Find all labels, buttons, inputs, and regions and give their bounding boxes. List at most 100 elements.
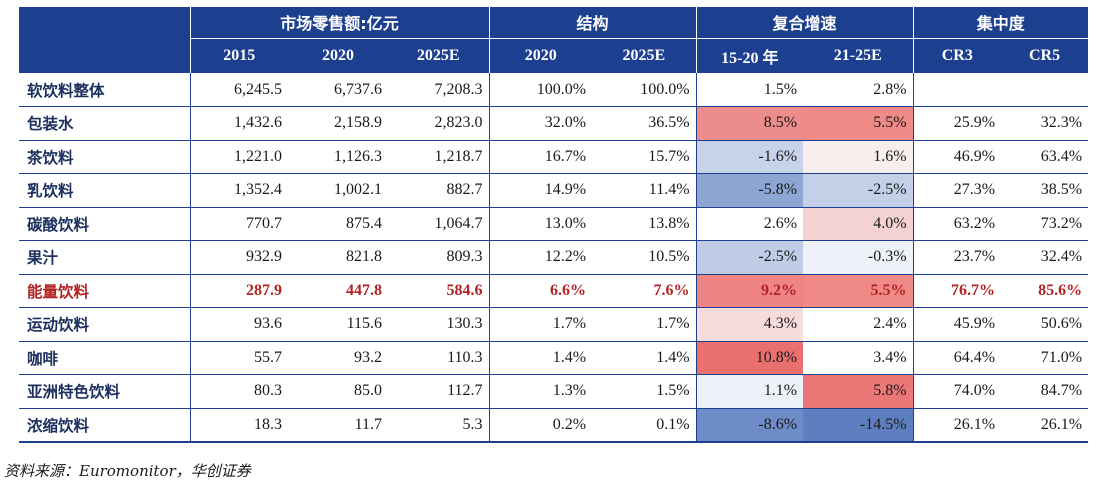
cell-structure-2020: 14.9% — [488, 173, 593, 208]
cell-structure-2020: 1.4% — [488, 341, 593, 375]
cell-cagr-15-20: 1.1% — [695, 374, 804, 409]
cell-retail-2025e: 110.3 — [388, 341, 490, 375]
source-note: 资料来源：Euromonitor，华创证券 — [4, 462, 251, 480]
cell-cagr-15-20: 4.3% — [695, 307, 804, 342]
cell-cagr-21-25: -14.5% — [803, 408, 914, 443]
header-sub-cr5: CR5 — [1001, 38, 1089, 73]
table-row: 浓缩饮料 18.3 11.7 5.3 0.2% 0.1% -8.6% -14.5% 26.1% 2… — [19, 408, 1089, 443]
cell-cagr-15-20: 8.5% — [695, 106, 804, 141]
cell-cagr-21-25: 5.8% — [803, 374, 914, 409]
header-structure: 结构 — [488, 7, 697, 39]
cell-cr3: 26.1% — [912, 408, 1002, 443]
header-sub-struct-2020: 2020 — [488, 38, 593, 73]
header-concentration: 集中度 — [912, 7, 1089, 39]
cell-retail-2020: 93.2 — [288, 341, 388, 375]
table-row: 运动饮料 93.6 115.6 130.3 1.7% 1.7% 4.3% 2.4% 45.9% 5… — [19, 307, 1089, 342]
row-name: 浓缩饮料 — [19, 408, 190, 443]
cell-structure-2020: 16.7% — [488, 140, 593, 174]
cell-structure-2020: 1.7% — [488, 307, 593, 342]
cell-structure-2020: 6.6% — [488, 274, 593, 308]
row-name: 茶饮料 — [19, 140, 190, 174]
table-row: 碳酸饮料 770.7 875.4 1,064.7 13.0% 13.8% 2.6% 4.0% 6… — [19, 207, 1089, 241]
cell-structure-2025e: 1.4% — [592, 341, 697, 375]
cell-retail-2020: 11.7 — [288, 408, 388, 443]
row-name: 咖啡 — [19, 341, 190, 375]
row-name: 软饮料整体 — [19, 73, 190, 107]
header-sub-2020: 2020 — [288, 38, 388, 73]
cell-cagr-21-25: 3.4% — [803, 341, 914, 375]
cell-retail-2020: 6,737.6 — [288, 73, 388, 107]
cell-retail-2025e: 130.3 — [388, 307, 490, 342]
table-row: 咖啡 55.7 93.2 110.3 1.4% 1.4% 10.8% 3.4% 64.4% 71.… — [19, 341, 1089, 375]
cell-cagr-21-25: 2.8% — [803, 73, 914, 107]
cell-cr5 — [1001, 73, 1089, 107]
cell-cagr-21-25: 5.5% — [803, 274, 914, 308]
cell-cagr-15-20: 9.2% — [695, 274, 804, 308]
cell-cagr-21-25: 2.4% — [803, 307, 914, 342]
cell-retail-2015: 1,221.0 — [189, 140, 288, 174]
soft-drink-market-table: 市场零售额:亿元 结构 复合增速 集中度 2015 2020 2025E 202… — [19, 7, 1089, 443]
header-sub-2015: 2015 — [189, 38, 288, 73]
cell-structure-2025e: 15.7% — [592, 140, 697, 174]
cell-retail-2015: 55.7 — [189, 341, 288, 375]
cell-cagr-21-25: -2.5% — [803, 173, 914, 208]
cell-cr5: 85.6% — [1001, 274, 1089, 308]
cell-structure-2020: 0.2% — [488, 408, 593, 443]
cell-structure-2025e: 11.4% — [592, 173, 697, 208]
header-sub-struct-2025e: 2025E — [592, 38, 697, 73]
cell-retail-2020: 2,158.9 — [288, 106, 388, 141]
cell-structure-2020: 100.0% — [488, 73, 593, 107]
cell-structure-2025e: 36.5% — [592, 106, 697, 141]
cell-retail-2015: 770.7 — [189, 207, 288, 241]
cell-retail-2020: 1,002.1 — [288, 173, 388, 208]
header-corner — [19, 7, 190, 38]
cell-retail-2015: 93.6 — [189, 307, 288, 342]
cell-retail-2020: 85.0 — [288, 374, 388, 409]
cell-cagr-21-25: -0.3% — [803, 240, 914, 275]
cell-retail-2015: 80.3 — [189, 374, 288, 409]
cell-retail-2020: 821.8 — [288, 240, 388, 275]
row-name: 碳酸饮料 — [19, 207, 190, 241]
row-name: 乳饮料 — [19, 173, 190, 208]
cell-retail-2025e: 5.3 — [388, 408, 490, 443]
cell-cr5: 32.4% — [1001, 240, 1089, 275]
cell-structure-2025e: 100.0% — [592, 73, 697, 107]
cell-cr5: 32.3% — [1001, 106, 1089, 141]
cell-retail-2025e: 1,218.7 — [388, 140, 490, 174]
header-row-groups: 市场零售额:亿元 结构 复合增速 集中度 — [19, 7, 1089, 39]
cell-cagr-15-20: 2.6% — [695, 207, 804, 241]
cell-retail-2025e: 1,064.7 — [388, 207, 490, 241]
cell-retail-2015: 932.9 — [189, 240, 288, 275]
cell-cr5: 38.5% — [1001, 173, 1089, 208]
cell-retail-2025e: 7,208.3 — [388, 73, 490, 107]
table-row: 包装水 1,432.6 2,158.9 2,823.0 32.0% 36.5% 8.5% 5.… — [19, 106, 1089, 141]
cell-structure-2025e: 1.7% — [592, 307, 697, 342]
cell-retail-2015: 287.9 — [189, 274, 288, 308]
table-row: 亚洲特色饮料 80.3 85.0 112.7 1.3% 1.5% 1.1% 5.8% 74.0%… — [19, 374, 1089, 409]
cell-cr5: 26.1% — [1001, 408, 1089, 443]
cell-cr5: 63.4% — [1001, 140, 1089, 174]
cell-retail-2025e: 584.6 — [388, 274, 490, 308]
table-row: 软饮料整体 6,245.5 6,737.6 7,208.3 100.0% 100.0% 1.… — [19, 73, 1089, 107]
cell-cagr-15-20: -5.8% — [695, 173, 804, 208]
cell-structure-2020: 12.2% — [488, 240, 593, 275]
cell-cr5: 71.0% — [1001, 341, 1089, 375]
cell-structure-2025e: 1.5% — [592, 374, 697, 409]
cell-structure-2025e: 0.1% — [592, 408, 697, 443]
cell-retail-2020: 875.4 — [288, 207, 388, 241]
cell-structure-2020: 32.0% — [488, 106, 593, 141]
cell-cr3: 23.7% — [912, 240, 1002, 275]
cell-retail-2025e: 809.3 — [388, 240, 490, 275]
cell-cagr-15-20: 10.8% — [695, 341, 804, 375]
header-corner-sub — [19, 38, 190, 73]
table-row: 茶饮料 1,221.0 1,126.3 1,218.7 16.7% 15.7% -1.6% 1… — [19, 140, 1089, 174]
cell-cr3: 63.2% — [912, 207, 1002, 241]
cell-cr3: 45.9% — [912, 307, 1002, 342]
cell-cr5: 73.2% — [1001, 207, 1089, 241]
cell-cr3: 46.9% — [912, 140, 1002, 174]
cell-structure-2020: 13.0% — [488, 207, 593, 241]
cell-cagr-15-20: -1.6% — [695, 140, 804, 174]
cell-retail-2025e: 882.7 — [388, 173, 490, 208]
table-row: 果汁 932.9 821.8 809.3 12.2% 10.5% -2.5% -0.3% 23.… — [19, 240, 1089, 275]
cell-cr3: 27.3% — [912, 173, 1002, 208]
